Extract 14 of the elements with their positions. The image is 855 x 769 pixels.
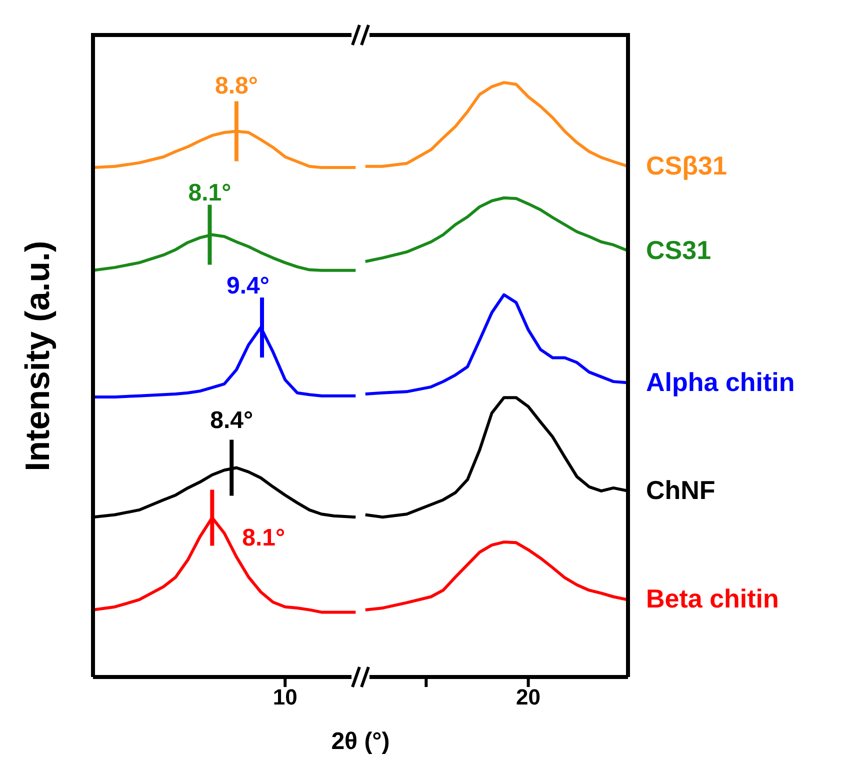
series-label: Alpha chitin xyxy=(646,366,795,397)
annotation: 8.4° xyxy=(210,406,254,434)
x-tick-label: 10 xyxy=(272,684,298,710)
y-axis-title: Intensity (a.u.) xyxy=(19,240,58,472)
x-tick-label: 20 xyxy=(516,684,541,710)
annotation: 8.1° xyxy=(242,524,286,552)
annotation: 9.4° xyxy=(226,272,270,300)
annotation: 8.8° xyxy=(214,72,258,100)
series-label: CS31 xyxy=(646,234,712,265)
series-label: CSβ31 xyxy=(646,150,727,180)
series-label: ChNF xyxy=(646,474,716,505)
series-label: Beta chitin xyxy=(646,584,779,614)
x-axis-title: 2θ (°) xyxy=(331,728,390,755)
annotation: 8.1° xyxy=(188,180,232,207)
